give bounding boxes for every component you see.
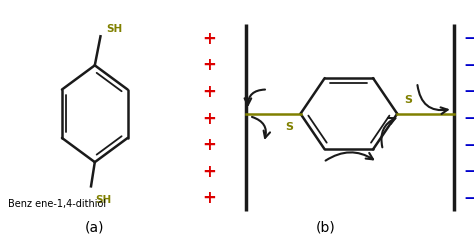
Text: S: S bbox=[405, 95, 412, 106]
Text: +: + bbox=[202, 83, 217, 101]
Text: −: − bbox=[464, 111, 474, 126]
Text: −: − bbox=[464, 191, 474, 206]
Text: −: − bbox=[464, 31, 474, 46]
Text: +: + bbox=[202, 163, 217, 181]
Text: +: + bbox=[202, 110, 217, 128]
Text: +: + bbox=[202, 136, 217, 154]
Text: S: S bbox=[285, 122, 293, 132]
Text: (b): (b) bbox=[316, 220, 336, 234]
Text: Benz ene-1,4-dithiol: Benz ene-1,4-dithiol bbox=[8, 199, 106, 210]
Text: −: − bbox=[464, 138, 474, 153]
Text: −: − bbox=[464, 84, 474, 99]
Text: −: − bbox=[464, 58, 474, 73]
Text: +: + bbox=[202, 30, 217, 48]
Text: −: − bbox=[464, 164, 474, 179]
Text: SH: SH bbox=[95, 195, 111, 205]
Text: (a): (a) bbox=[85, 220, 105, 234]
Text: +: + bbox=[202, 189, 217, 207]
Text: SH: SH bbox=[106, 24, 122, 34]
Text: +: + bbox=[202, 56, 217, 74]
